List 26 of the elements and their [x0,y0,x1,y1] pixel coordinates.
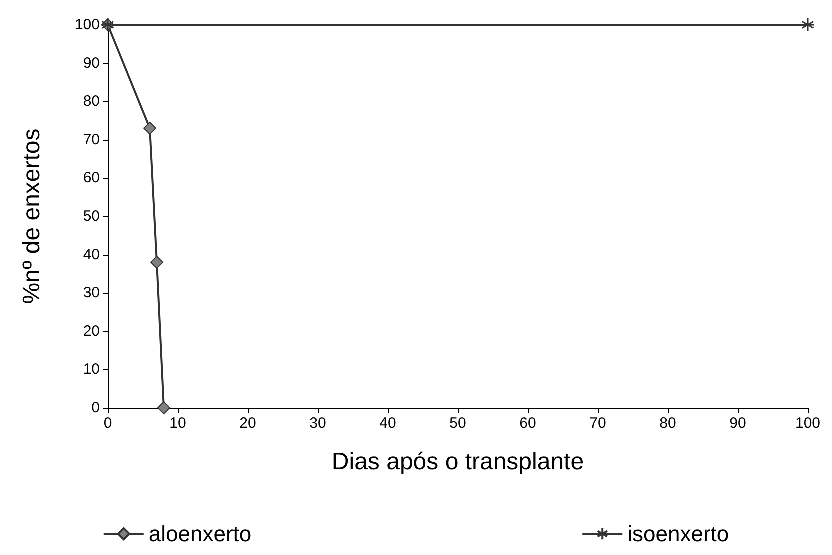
y-tick-label: 30 [83,284,100,302]
y-axis-title: %nº de enxertos [18,128,46,304]
legend-label: isoenxerto [628,522,730,546]
y-tick-label: 100 [74,16,100,34]
y-tick-label: 70 [83,131,100,148]
x-tick-label: 70 [590,415,606,432]
x-tick-label: 50 [450,415,466,432]
x-tick-label: 10 [170,415,186,432]
legend-label: aloenxerto [148,522,252,546]
x-tick-label: 40 [380,415,396,432]
x-tick-label: 30 [310,415,326,432]
y-tick-label: 20 [83,322,100,340]
x-tick-label: 90 [730,415,746,432]
y-tick-label: 90 [83,54,100,72]
y-tick-label: 50 [83,208,100,225]
x-tick-label: 20 [240,415,256,432]
x-axis-title: Dias após o transplante [332,448,584,476]
y-tick-label: 60 [83,170,100,187]
x-tick-label: 60 [520,415,536,432]
x-tick-label: 0 [104,415,112,432]
y-tick-label: 80 [83,93,100,110]
x-tick-label: 100 [795,415,821,432]
y-tick-label: 10 [83,361,100,378]
x-tick-label: 80 [660,415,676,432]
y-tick-label: 0 [92,400,100,416]
y-tick-label: 40 [83,246,100,264]
